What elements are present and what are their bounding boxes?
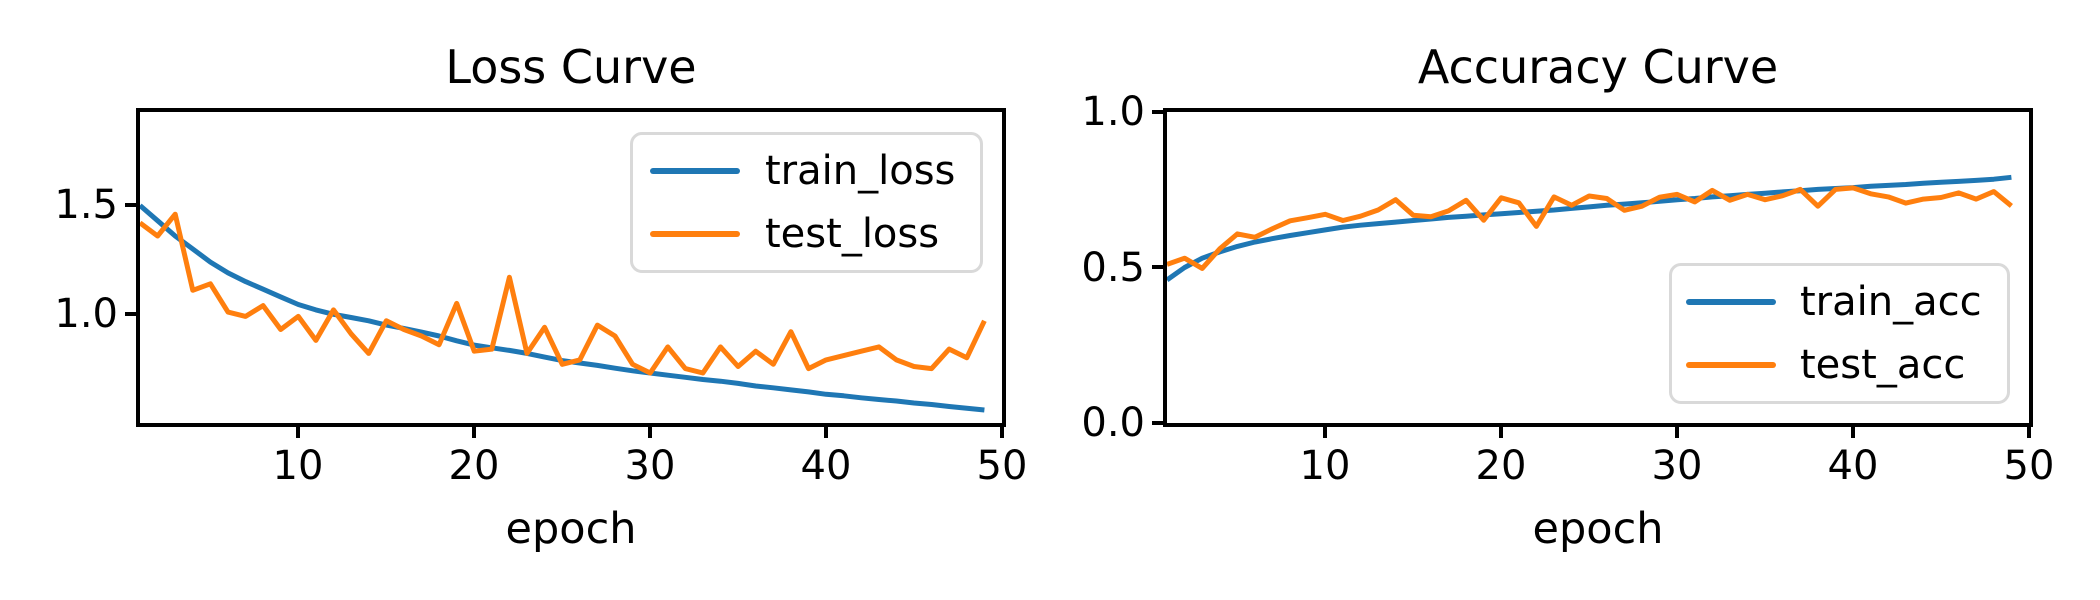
legend-line-swatch-train-acc — [1686, 299, 1776, 305]
legend-line-swatch-test-loss — [650, 231, 740, 237]
y-tick-mark — [1152, 421, 1163, 425]
accuracy-legend: train_acc test_acc — [1669, 263, 2010, 404]
x-axis-tick-label: 20 — [1475, 443, 1527, 489]
x-tick-mark — [296, 427, 300, 438]
y-axis-tick-label: 1.0 — [54, 291, 118, 337]
x-tick-mark — [1323, 427, 1327, 438]
y-tick-mark — [1152, 110, 1163, 114]
y-axis-tick-label: 0.5 — [1081, 245, 1145, 291]
x-tick-mark — [1000, 427, 1004, 438]
y-tick-mark — [125, 203, 136, 207]
x-axis-tick-label: 40 — [1827, 443, 1879, 489]
y-axis-tick-label: 1.0 — [1081, 89, 1145, 135]
legend-label-test-acc: test_acc — [1800, 342, 1966, 388]
x-axis-tick-label: 20 — [448, 443, 500, 489]
y-axis-tick-label: 0.0 — [1081, 400, 1145, 446]
x-tick-mark — [472, 427, 476, 438]
legend-label-test-loss: test_loss — [765, 211, 940, 257]
x-tick-mark — [648, 427, 652, 438]
accuracy-lines-svg — [1167, 174, 2013, 282]
x-axis-tick-label: 50 — [2003, 443, 2055, 489]
y-tick-mark — [1152, 265, 1163, 269]
x-tick-mark — [824, 427, 828, 438]
x-axis-tick-label: 10 — [272, 443, 324, 489]
x-axis-tick-label: 30 — [624, 443, 676, 489]
x-tick-mark — [1675, 427, 1679, 438]
legend-line-swatch-test-acc — [1686, 362, 1776, 368]
loss-x-axis-label: epoch — [505, 504, 637, 554]
x-axis-tick-label: 50 — [976, 443, 1028, 489]
loss-lines-svg — [140, 203, 987, 413]
loss-chart-title: Loss Curve — [445, 40, 697, 94]
x-tick-mark — [1499, 427, 1503, 438]
legend-line-swatch-train-loss — [650, 168, 740, 174]
loss-legend: train_loss test_loss — [630, 132, 983, 273]
x-axis-tick-label: 30 — [1651, 443, 1703, 489]
x-tick-mark — [2027, 427, 2031, 438]
legend-label-train-loss: train_loss — [765, 148, 956, 194]
y-axis-tick-label: 1.5 — [54, 182, 118, 228]
legend-label-train-acc: train_acc — [1800, 279, 1982, 325]
accuracy-chart-title: Accuracy Curve — [1417, 40, 1779, 94]
x-axis-tick-label: 40 — [800, 443, 852, 489]
x-axis-tick-label: 10 — [1299, 443, 1351, 489]
y-tick-mark — [125, 312, 136, 316]
accuracy-x-axis-label: epoch — [1532, 504, 1664, 554]
x-tick-mark — [1851, 427, 1855, 438]
